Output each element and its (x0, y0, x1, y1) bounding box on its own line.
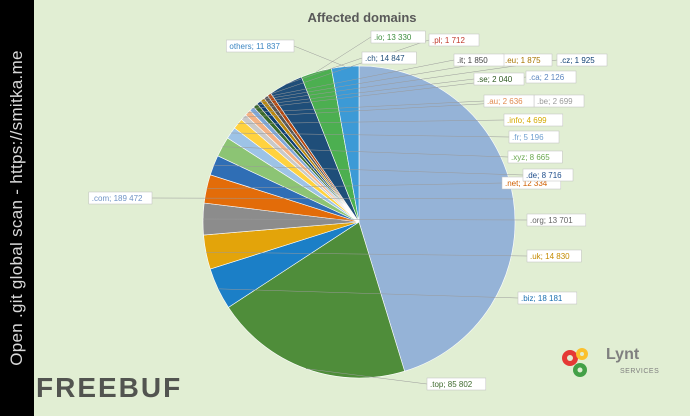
chart-panel: Affected domains .com; 189 472 .top; 85 8… (34, 0, 690, 416)
leader-line (293, 45, 346, 67)
slice-label-io: .io; 13 330 (374, 33, 412, 42)
slice-label-ca: .ca; 2 126 (529, 73, 565, 82)
slice-label-se: .se; 2 040 (477, 75, 513, 84)
slice-label-box (426, 377, 487, 391)
slice-label-box (507, 150, 563, 164)
slice-label-box (525, 70, 577, 84)
slice-label-box (508, 130, 560, 144)
slice-label-eu: .eu; 1 875 (505, 56, 541, 65)
leader-line (205, 251, 528, 257)
leader-line (316, 36, 372, 73)
slice-label-others: others; 11 837 (229, 42, 280, 51)
slice-label-box (517, 291, 578, 305)
leader-line (218, 288, 519, 299)
leader-line (258, 59, 558, 103)
sidebar-caption: Open .git global scan - https://smitka.m… (7, 50, 26, 366)
leader-line (203, 218, 528, 221)
slice-label-box (473, 72, 525, 86)
slice-label-box (361, 51, 417, 65)
slice-label-info: .info; 4 699 (507, 116, 547, 125)
freebuf-watermark: FREEBUF (36, 372, 183, 403)
slice-label-ch: .ch; 14 847 (365, 54, 405, 63)
leader-line (237, 119, 505, 124)
pie-chart: .com; 189 472 .top; 85 802 .biz; 18 181 .uk… (88, 30, 608, 391)
slice-label-net: .net; 12 334 (505, 179, 548, 188)
leader-line (305, 368, 428, 385)
leader-line (206, 182, 503, 190)
leader-line (255, 78, 475, 106)
slice-label-box (483, 94, 535, 108)
slice-label-box (370, 30, 426, 44)
slice-label-xyz: .xyz; 8 665 (511, 153, 550, 162)
leader-line (269, 39, 430, 95)
slice-label-box (522, 168, 574, 182)
slice-label-top: .top; 85 802 (430, 380, 473, 389)
slice-label-biz: .biz; 18 181 (521, 294, 563, 303)
slice-label-box (453, 53, 505, 67)
slice-label-box (428, 33, 480, 47)
leader-line (262, 59, 503, 100)
slice-label-au: .au; 2 636 (487, 97, 523, 106)
slice-label-pl: .pl; 1 712 (432, 36, 465, 45)
slice-label-box (556, 53, 608, 67)
logo-subtitle: SERVICES (620, 368, 660, 375)
slice-label-cz: .cz; 1 925 (560, 56, 595, 65)
leader-line (230, 132, 510, 138)
slice-label-com: .com; 189 472 (92, 194, 143, 203)
slice-label-box (526, 249, 582, 263)
leader-line (285, 57, 363, 85)
slice-label-fr: .fr; 5 196 (512, 133, 544, 142)
leader-line (222, 146, 509, 158)
sidebar: Open .git global scan - https://smitka.m… (0, 0, 34, 416)
slice-label-box (226, 39, 295, 53)
leader-line (151, 197, 514, 200)
logo-name: Lynt (606, 346, 640, 363)
leader-line (213, 164, 524, 176)
lynt-gear-logo-icon (562, 348, 588, 377)
slice-label-box (503, 113, 564, 127)
leader-line (247, 100, 485, 113)
slice-label-be: .be; 2 699 (537, 97, 573, 106)
chart-title: Affected domains (307, 10, 417, 25)
slice-label-box (88, 191, 153, 205)
leader-line (265, 59, 455, 98)
slice-label-de: .de; 8 716 (526, 171, 562, 180)
slice-label-org: .org; 13 701 (530, 216, 573, 225)
slice-label-it: .it; 1 850 (457, 56, 488, 65)
slice-label-uk: .uk; 14 830 (530, 252, 570, 261)
slice-label-box (526, 213, 587, 227)
